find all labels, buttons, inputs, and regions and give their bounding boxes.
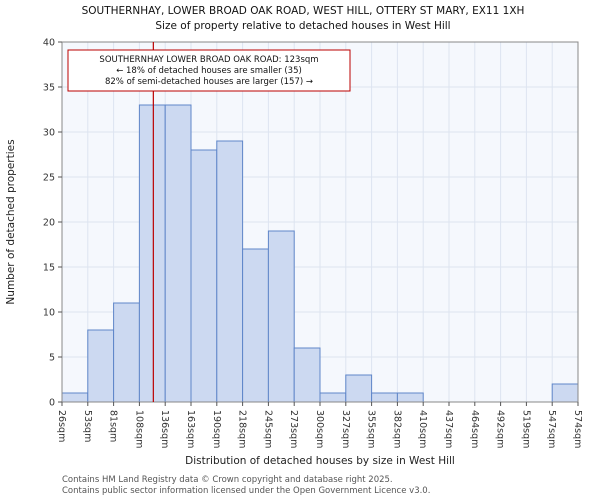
chart-subtitle: Size of property relative to detached ho…: [155, 20, 450, 32]
x-tick-label: 300sqm: [314, 410, 325, 448]
bar: [293, 347, 321, 403]
x-tick-label: 547sqm: [546, 410, 557, 448]
y-axis-label: Number of detached properties: [5, 139, 17, 304]
x-tick-label: 81sqm: [108, 410, 119, 442]
x-tick-label: 190sqm: [211, 410, 222, 448]
x-tick-label: 574sqm: [572, 410, 583, 448]
footer: Contains HM Land Registry data © Crown c…: [62, 475, 600, 497]
bar: [87, 329, 115, 403]
bar: [371, 392, 398, 403]
x-tick-label: 136sqm: [159, 410, 170, 448]
annotation-box: [67, 49, 351, 92]
x-tick-label: 245sqm: [262, 410, 273, 448]
x-tick-label: 355sqm: [366, 410, 377, 448]
annotation-line3: 82% of semi-detached houses are larger (…: [105, 77, 313, 87]
bar: [113, 302, 140, 403]
bar: [61, 392, 89, 403]
x-tick-label: 464sqm: [469, 410, 480, 448]
chart-title: SOUTHERNHAY, LOWER BROAD OAK ROAD, WEST …: [82, 5, 525, 17]
annotation-line2: ← 18% of detached houses are smaller (35…: [116, 66, 302, 76]
bar: [396, 392, 424, 403]
x-tick-label: 53sqm: [82, 410, 93, 442]
y-tick-label: 25: [43, 173, 55, 184]
bar: [138, 104, 166, 403]
bar: [267, 230, 295, 403]
x-tick-label: 163sqm: [185, 410, 196, 448]
x-tick-label: 108sqm: [133, 410, 144, 448]
x-tick-label: 26sqm: [56, 410, 67, 442]
bar: [345, 374, 373, 403]
y-tick-label: 0: [49, 398, 55, 409]
bar: [319, 392, 347, 403]
footer-line2: Contains public sector information licen…: [62, 486, 431, 497]
y-tick-label: 35: [43, 83, 55, 94]
y-tick-label: 5: [49, 353, 55, 364]
y-tick-label: 30: [43, 128, 55, 139]
y-tick-label: 10: [43, 308, 55, 319]
x-tick-label: 273sqm: [288, 410, 299, 448]
x-tick-label: 410sqm: [417, 410, 428, 448]
footer-line1: Contains HM Land Registry data © Crown c…: [62, 475, 393, 485]
x-tick-label: 437sqm: [443, 410, 454, 448]
x-tick-label: 327sqm: [340, 410, 351, 448]
histogram-chart: 0 5 10 15 20 25 30 35 40 26sqm 53sqm 81sqm 108sqm 136…: [5, 5, 583, 467]
bar: [216, 140, 244, 403]
annotation-line1: SOUTHERNHAY LOWER BROAD OAK ROAD: 123sqm: [99, 55, 318, 65]
bar: [242, 248, 269, 403]
bar: [164, 104, 192, 403]
bar: [551, 383, 579, 403]
bar: [190, 149, 218, 403]
plot-layer: 0 5 10 15 20 25 30 35 40 26sqm 53sqm 81sqm 108sqm 136…: [43, 38, 583, 449]
y-tick-label: 40: [43, 38, 55, 49]
y-tick-label: 15: [43, 263, 55, 274]
x-tick-label: 218sqm: [237, 410, 248, 448]
x-tick-label: 492sqm: [495, 410, 506, 448]
x-axis-label: Distribution of detached houses by size …: [185, 455, 455, 467]
x-tick-label: 382sqm: [391, 410, 402, 448]
y-tick-label: 20: [43, 218, 55, 229]
x-tick-label: 519sqm: [520, 410, 531, 448]
